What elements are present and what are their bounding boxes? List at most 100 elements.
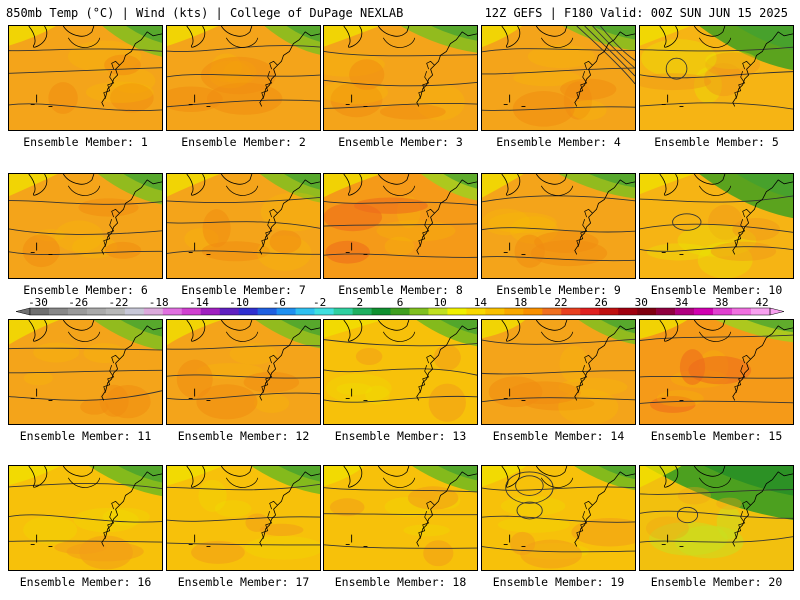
colorbar-tick-label: 6	[397, 296, 404, 309]
ensemble-member-caption: Ensemble Member: 4	[496, 135, 621, 149]
colorbar-swatch	[713, 308, 733, 315]
colorbar-swatch	[390, 308, 410, 315]
ensemble-member-map	[639, 173, 794, 279]
colorbar-swatch	[143, 308, 164, 315]
ensemble-member-map	[8, 25, 163, 131]
colorbar-swatch	[447, 308, 467, 315]
colorbar-swatch	[485, 308, 505, 315]
colorbar-left-arrow	[15, 307, 31, 316]
ensemble-member-map	[481, 465, 636, 571]
colorbar-swatch	[238, 308, 258, 315]
colorbar-swatch	[295, 308, 315, 315]
ensemble-member-caption: Ensemble Member: 15	[650, 429, 783, 443]
colorbar-tick-label: 30	[635, 296, 648, 309]
colorbar-swatch	[333, 308, 353, 315]
colorbar-tick-label: -6	[273, 296, 286, 309]
colorbar-swatch	[618, 308, 638, 315]
ensemble-member-map	[166, 465, 321, 571]
colorbar-tick-label: 18	[514, 296, 527, 309]
ensemble-member-map	[8, 465, 163, 571]
colorbar-swatch	[30, 308, 50, 315]
colorbar-right-arrow	[769, 307, 785, 316]
colorbar-tick-label: -10	[229, 296, 249, 309]
colorbar-swatch	[352, 308, 372, 315]
ensemble-member-map	[166, 173, 321, 279]
ensemble-member-caption: Ensemble Member: 6	[23, 283, 148, 297]
colorbar-tick-label: -22	[108, 296, 128, 309]
ensemble-member-caption: Ensemble Member: 12	[177, 429, 310, 443]
colorbar-swatch	[48, 308, 69, 315]
colorbar-swatch	[751, 308, 771, 315]
colorbar-swatch	[162, 308, 183, 315]
ensemble-member-caption: Ensemble Member: 7	[181, 283, 306, 297]
ensemble-member-caption: Ensemble Member: 5	[654, 135, 779, 149]
ensemble-member-caption: Ensemble Member: 10	[650, 283, 783, 297]
colorbar-tick-label: 14	[474, 296, 488, 309]
colorbar-swatch	[542, 308, 562, 315]
ensemble-member-map	[166, 319, 321, 425]
ensemble-member-map	[481, 173, 636, 279]
ensemble-member-map	[8, 173, 163, 279]
colorbar-tick-label: 38	[715, 296, 728, 309]
colorbar-swatch	[219, 308, 240, 315]
ensemble-member-caption: Ensemble Member: 3	[338, 135, 463, 149]
ensemble-member-caption: Ensemble Member: 14	[492, 429, 625, 443]
colorbar-swatch	[580, 308, 600, 315]
colorbar-tick-label: 26	[594, 296, 607, 309]
temperature-colorbar: -30 -26 -22 -18 -14 -10 -6 -2 2 6 10 14 18 22 26 30 34 38…	[15, 296, 785, 316]
ensemble-member-map	[323, 173, 478, 279]
ensemble-member-map	[8, 319, 163, 425]
colorbar-swatch	[466, 308, 486, 315]
colorbar-swatch	[257, 308, 277, 315]
colorbar-swatch	[181, 308, 202, 315]
ensemble-member-map	[166, 25, 321, 131]
colorbar-swatch	[105, 308, 126, 315]
colorbar-swatch	[561, 308, 581, 315]
colorbar-swatch	[656, 308, 676, 315]
ensemble-member-map	[323, 465, 478, 571]
ensemble-member-caption: Ensemble Member: 16	[19, 575, 152, 589]
ensemble-member-map	[481, 25, 636, 131]
colorbar-swatch	[67, 308, 88, 315]
ensemble-member-caption: Ensemble Member: 18	[334, 575, 467, 589]
colorbar-swatch	[86, 308, 107, 315]
ensemble-member-caption: Ensemble Member: 2	[181, 135, 306, 149]
colorbar-swatch	[314, 308, 334, 315]
colorbar-tick-label: 42	[755, 296, 768, 309]
colorbar-swatch	[599, 308, 619, 315]
ensemble-member-map	[323, 319, 478, 425]
ensemble-member-map	[639, 25, 794, 131]
colorbar-swatch	[428, 308, 448, 315]
colorbar-tick-label: 10	[434, 296, 447, 309]
colorbar-tick-label: -26	[68, 296, 88, 309]
colorbar-swatch	[409, 308, 429, 315]
product-title: 850mb Temp (°C) | Wind (kts) | College o…	[6, 6, 404, 20]
colorbar-swatch	[124, 308, 145, 315]
colorbar-tick-label: 2	[356, 296, 363, 309]
colorbar-swatch	[504, 308, 524, 315]
ensemble-member-caption: Ensemble Member: 19	[492, 575, 625, 589]
ensemble-member-map	[323, 25, 478, 131]
colorbar-swatch	[675, 308, 695, 315]
run-valid-time: 12Z GEFS | F180 Valid: 00Z SUN JUN 15 20…	[484, 6, 788, 20]
ensemble-member-caption: Ensemble Member: 20	[650, 575, 783, 589]
ensemble-member-caption: Ensemble Member: 1	[23, 135, 148, 149]
colorbar-swatch	[694, 308, 714, 315]
colorbar-swatch	[276, 308, 296, 315]
colorbar-swatch	[732, 308, 752, 315]
colorbar-tick-label: -14	[189, 296, 209, 309]
ensemble-member-caption: Ensemble Member: 9	[496, 283, 621, 297]
ensemble-member-map	[481, 319, 636, 425]
colorbar-tick-label: 22	[554, 296, 567, 309]
colorbar-tick-label: 34	[675, 296, 689, 309]
colorbar-tick-label: -2	[313, 296, 326, 309]
ensemble-member-caption: Ensemble Member: 13	[334, 429, 467, 443]
ensemble-member-map	[639, 319, 794, 425]
colorbar-swatch	[200, 308, 221, 315]
colorbar-tick-label: -30	[28, 296, 48, 309]
ensemble-member-caption: Ensemble Member: 8	[338, 283, 463, 297]
colorbar-tick-label: -18	[149, 296, 169, 309]
ensemble-member-caption: Ensemble Member: 11	[19, 429, 152, 443]
colorbar-swatch	[371, 308, 391, 315]
colorbar-swatch	[523, 308, 543, 315]
